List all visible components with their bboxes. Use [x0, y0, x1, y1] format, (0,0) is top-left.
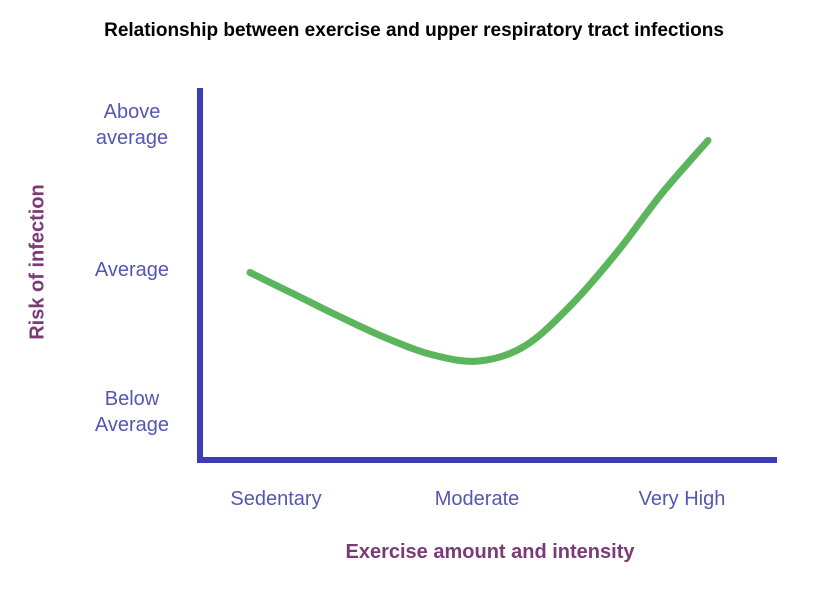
chart-title: Relationship between exercise and upper …: [104, 20, 724, 41]
x-tick-moderate: Moderate: [434, 488, 520, 510]
y-axis-label: Risk of infection: [26, 184, 49, 340]
y-tick-average: Average: [94, 259, 170, 281]
y-tick-above-average: Above average: [95, 101, 169, 149]
y-tick-below-average: Below Average: [94, 388, 170, 436]
axes: [197, 88, 777, 463]
x-tick-very-high: Very High: [638, 488, 726, 510]
risk-curve-line: [246, 137, 712, 365]
x-tick-sedentary: Sedentary: [230, 488, 322, 510]
x-axis-label: Exercise amount and intensity: [345, 541, 635, 563]
